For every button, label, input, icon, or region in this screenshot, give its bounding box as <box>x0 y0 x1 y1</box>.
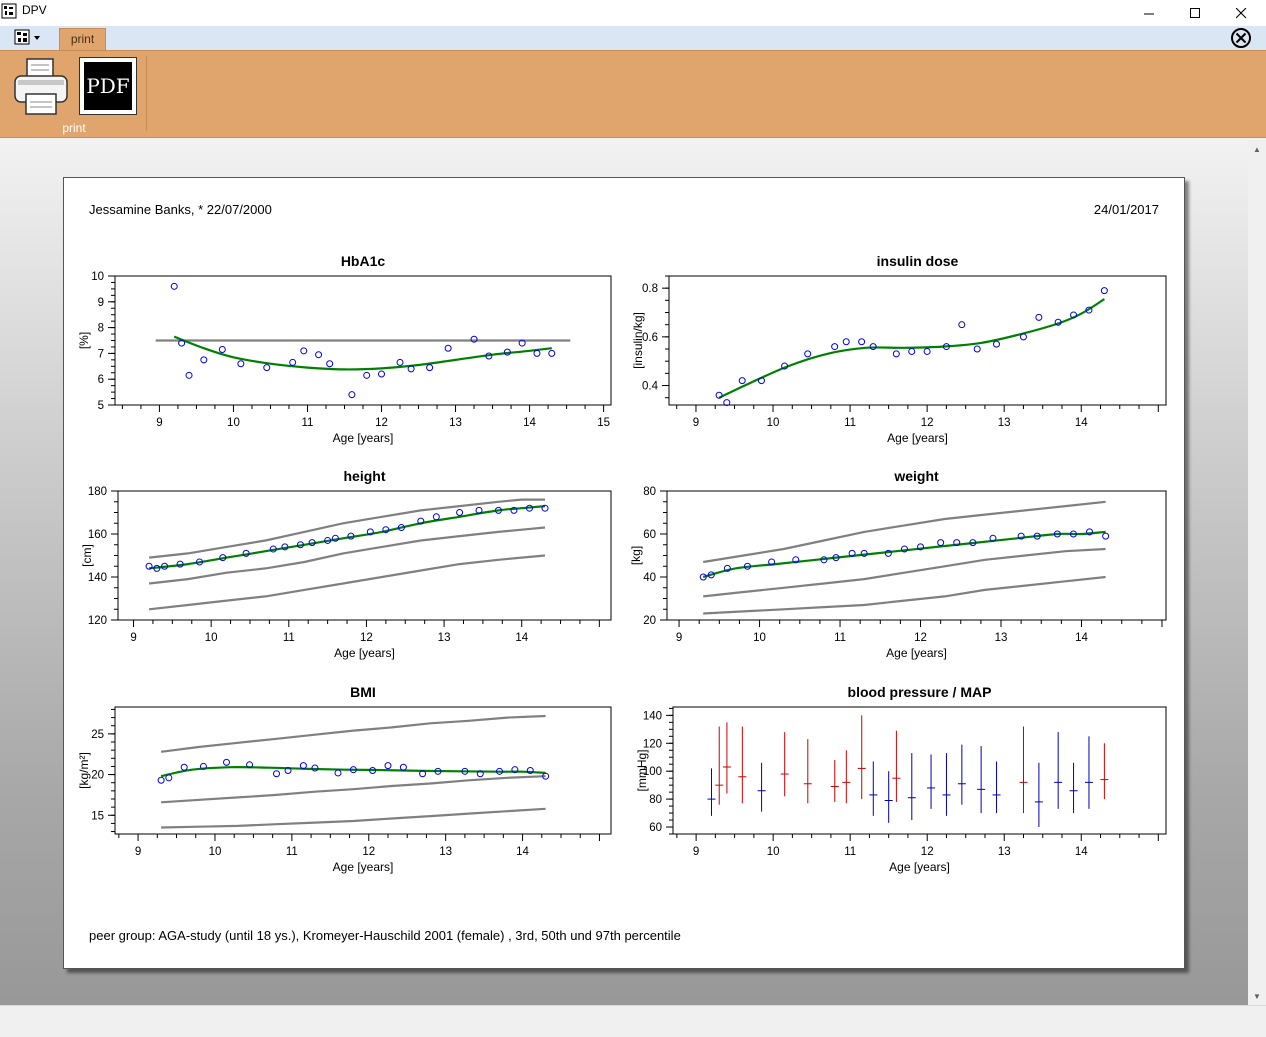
ribbon-panel <box>0 50 1266 138</box>
ribbon-group-label: print <box>62 121 86 135</box>
pdf-button[interactable]: PDF <box>79 57 137 115</box>
window-title: DPV <box>22 3 47 17</box>
status-bar <box>0 1005 1266 1037</box>
ribbon-tab-bar <box>0 26 1266 50</box>
ribbon-group-separator <box>146 56 147 131</box>
app-menu-button[interactable] <box>13 28 45 46</box>
vertical-scrollbar[interactable]: ▲ ▼ <box>1248 139 1266 1005</box>
printer-icon <box>14 58 68 115</box>
pdf-icon: PDF <box>84 62 132 110</box>
title-bar: DPV <box>0 0 1266 26</box>
chevron-down-icon <box>34 36 40 40</box>
tab-print[interactable]: print <box>59 28 106 50</box>
close-icon <box>1235 7 1246 18</box>
scroll-up-icon[interactable]: ▲ <box>1253 145 1261 154</box>
maximize-icon <box>1189 7 1200 18</box>
app-icon <box>1 3 17 19</box>
patient-name: Jessamine Banks, * 22/07/2000 <box>89 202 272 217</box>
minimize-icon <box>1143 13 1154 14</box>
minimize-button[interactable] <box>1126 0 1172 26</box>
close-report-icon[interactable] <box>1230 27 1252 49</box>
report-date: 24/01/2017 <box>1093 202 1159 217</box>
report-page <box>63 177 1185 969</box>
print-button[interactable] <box>12 56 70 118</box>
close-button[interactable] <box>1218 0 1264 26</box>
scroll-down-icon[interactable]: ▼ <box>1253 992 1261 1001</box>
maximize-button[interactable] <box>1172 0 1218 26</box>
peer-group-note: peer group: AGA-study (until 18 ys.), Kr… <box>89 928 681 943</box>
